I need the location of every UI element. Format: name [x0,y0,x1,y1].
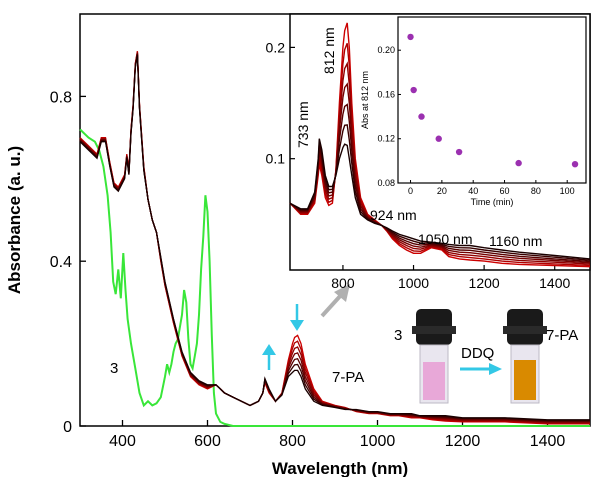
scheme-arrow-icon [460,363,502,375]
main-xtick-label: 1000 [360,433,396,450]
kinetics-ytick-label: 0.12 [377,134,395,144]
kinetics-ytick-label: 0.20 [377,45,395,55]
kinetics-point [418,113,425,120]
inset-lines [289,22,591,268]
annotation-3: 3 [110,360,118,377]
scheme-right-label: 7-PA [546,327,578,344]
vial-7pa-icon [503,309,547,404]
reaction-scheme: 3 DDQ 7-PA [394,309,578,404]
kinetics-xtick-label: 20 [437,186,447,196]
inset-titration-line [289,138,591,260]
main-xtick-label: 1200 [445,433,481,450]
main-xtick-label: 800 [279,433,306,450]
main-lines [79,50,590,427]
kinetics-frame [397,16,587,184]
main-xtick-label: 400 [109,433,136,450]
kinetics-xtick-label: 0 [408,186,413,196]
titration-line [79,55,590,421]
inset-xtick-label: 800 [331,275,355,291]
annotation-7pa: 7-PA [332,369,364,386]
kinetics-point [515,159,522,167]
inset-label-812: 812 nm [321,27,337,74]
main-ylabel: Absorbance (a. u.) [5,146,24,294]
kinetics-point [410,86,417,94]
main-xlabel: Wavelength (nm) [272,459,408,477]
vial-3-icon [412,309,456,404]
scheme-left-label: 3 [394,327,402,344]
scheme-arrow-label: DDQ [461,345,494,362]
inset-label-1160: 1160 nm [489,233,542,249]
main-ytick-label: 0.4 [50,254,72,271]
kinetics-xtick-label: 60 [500,186,510,196]
main-ytick-label: 0.8 [50,89,72,106]
series-3-line [79,128,590,427]
inset-label-733: 733 nm [295,101,311,148]
inset-label-1050: 1050 nm [418,231,472,247]
kinetics-ylabel: Abs at 812 nm [360,71,370,129]
kinetics-ticks: 0 20 40 60 80 100 0.08 0.12 0.16 0.20 [377,45,574,196]
kinetics-xtick-label: 80 [531,186,541,196]
kinetics-xtick-label: 40 [468,186,478,196]
kinetics-point [435,135,442,142]
inset-xtick-label: 1200 [469,275,500,291]
kinetics-chart: 0 20 40 60 80 1000.080.120.160.20 Time (min) … [360,16,587,207]
kinetics-xtick-label: 100 [560,186,575,196]
inset-ytick-label: 0.1 [266,151,286,167]
gray-arrow [320,284,350,318]
kinetics-ytick-label: 0.08 [377,178,395,188]
kinetics-point [407,33,414,41]
up-arrow [262,344,276,370]
main-xtick-label: 600 [194,433,221,450]
inset-xtick-label: 1000 [398,275,429,291]
inset-label-924: 924 nm [370,207,417,223]
kinetics-points [407,33,579,168]
down-arrow [290,304,304,331]
main-ytick-label: 0 [63,419,72,436]
kinetics-point [455,148,463,156]
inset-ytick-label: 0.2 [266,39,286,55]
main-xtick-label: 1400 [530,433,566,450]
kinetics-xlabel: Time (min) [471,197,514,207]
kinetics-point [571,160,579,168]
inset-xtick-label: 1400 [539,275,570,291]
kinetics-ytick-label: 0.16 [377,89,395,99]
